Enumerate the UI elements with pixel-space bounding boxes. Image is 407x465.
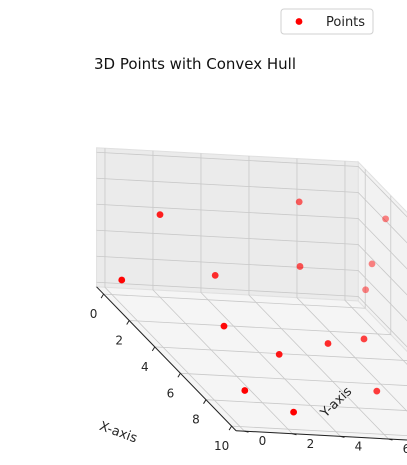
legend-box [280,8,374,35]
x-axis-label: X-axis [97,419,139,447]
data-point [362,286,369,294]
data-point [211,271,219,279]
x-tick-mark [228,425,233,431]
axis-lines [96,286,407,441]
x-tick-label: 2 [115,333,123,347]
legend-marker [295,18,303,25]
data-point [360,335,368,343]
y-tick-label: 4 [355,439,363,453]
legend-entry-points: Points [326,15,365,30]
y-tick-label: 6 [403,442,407,456]
x-tick-mark [151,346,156,352]
x-tick-label: 10 [214,439,229,453]
grid-line-x [231,425,407,436]
grid-line-y [152,150,293,435]
data-point [373,387,381,395]
grid-line-y [296,158,407,412]
data-point [241,387,249,394]
data-point [295,198,303,206]
data-point [382,215,389,223]
x-tick-label: 4 [141,360,149,374]
grid-line-z [96,281,407,348]
side-pane-yz [96,147,359,302]
data-point [220,322,228,330]
data-points [118,198,389,416]
axis-panes [95,147,407,441]
x-axis-line [96,286,237,432]
grid-lines [96,148,407,440]
x-tick-label: 6 [167,386,175,400]
grid-line-x [129,195,392,336]
y-tick-mark [340,435,345,438]
x-tick-mark [177,373,181,378]
data-point [290,408,297,416]
grid-line-y [248,155,389,440]
data-point [296,263,304,270]
grid-line-z [96,203,407,270]
legend: Points [280,8,374,35]
grid-line-z [96,151,407,218]
y-tick-label: 0 [259,434,267,448]
x-tick-label: 8 [192,413,200,427]
data-point [275,350,283,358]
grid-line-x [180,372,407,386]
tick-labels: 024681002468100246810 [90,293,407,456]
y-tick-mark [388,438,393,441]
data-point [118,276,126,284]
grid-line-x [154,346,407,361]
data-point [156,211,164,219]
grid-line-z [96,229,407,296]
y-tick-label: 2 [307,437,315,451]
y-tick-mark [244,430,249,433]
y-tick-mark [292,433,297,436]
grid-line-y [200,153,341,437]
x-tick-label: 0 [90,307,98,321]
y-axis-line [236,430,407,441]
grid-line-x [205,399,407,411]
data-point [324,340,332,347]
grid-line-y [104,148,245,432]
grid-line-y [344,161,407,365]
grid-line-z [96,255,407,322]
grid-line-z [96,177,407,244]
x-tick-mark [126,320,130,325]
grid-line-x [103,169,366,309]
chart-title: 3D Points with Convex Hull [94,55,296,73]
data-point [368,260,376,268]
x-tick-mark [100,293,105,299]
x-tick-mark [203,399,207,404]
